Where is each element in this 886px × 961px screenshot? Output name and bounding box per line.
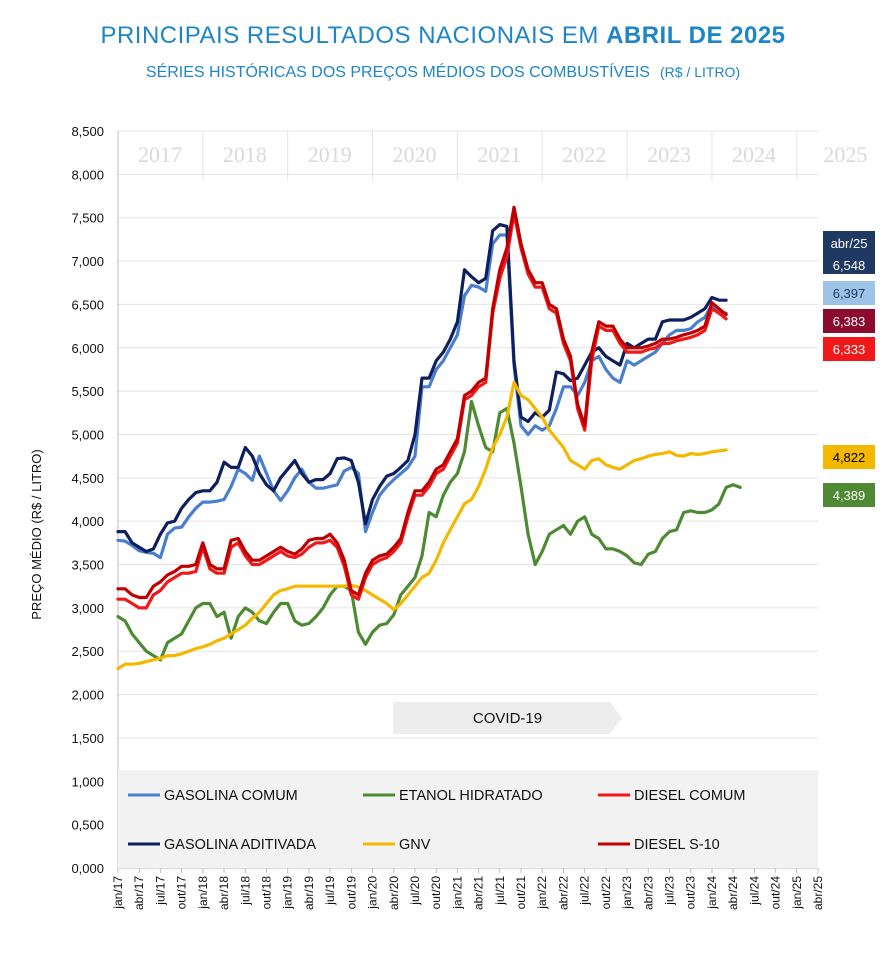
year-label: 2020 (393, 142, 437, 167)
legend-box (118, 770, 818, 868)
end-value-badge (823, 337, 875, 361)
series-line-gasolina-comum (116, 233, 728, 560)
x-tick-label: jan/17 (111, 876, 125, 910)
x-tick-label: jul/17 (153, 876, 167, 906)
x-tick-label: abr/21 (472, 876, 486, 910)
y-tick-label: 1,500 (71, 731, 104, 746)
y-tick-label: 3,500 (71, 558, 104, 573)
y-tick-label: 7,500 (71, 211, 104, 226)
year-label: 2025 (823, 142, 867, 167)
legend-label: ETANOL HIDRATADO (399, 788, 543, 804)
series-line-etanol-hidratado (116, 399, 742, 662)
y-tick-label: 5,500 (71, 384, 104, 399)
y-tick-label: 1,000 (71, 774, 104, 789)
x-tick-label: abr/19 (302, 876, 316, 910)
latest-value-badge (823, 231, 875, 274)
year-label: 2021 (477, 142, 521, 167)
x-tick-label: jul/19 (323, 876, 337, 906)
end-value-label: 4,822 (833, 450, 866, 465)
y-tick-label: 3,000 (71, 601, 104, 616)
legend-label: DIESEL S-10 (634, 837, 720, 853)
legend-label: GASOLINA COMUM (164, 788, 298, 804)
series-line-gnv (116, 380, 728, 671)
covid-annotation-arrow (393, 702, 622, 734)
y-tick-label: 0,500 (71, 818, 104, 833)
series-line-diesel-s-10 (116, 205, 728, 600)
y-tick-label: 5,000 (71, 427, 104, 442)
x-tick-label: jul/23 (663, 876, 677, 906)
x-tick-label: abr/20 (387, 876, 401, 910)
page-subtitle: SÉRIES HISTÓRICAS DOS PREÇOS MÉDIOS DOS … (145, 64, 741, 81)
x-tick-label: abr/25 (811, 876, 825, 910)
y-tick-label: 8,500 (71, 124, 104, 139)
end-value-label: 6,397 (833, 286, 866, 301)
x-tick-label: jan/23 (620, 876, 634, 910)
legend-label: GASOLINA ADITIVADA (164, 837, 316, 853)
x-tick-label: jan/25 (790, 876, 804, 910)
year-label: 2024 (732, 142, 776, 167)
x-tick-label: out/21 (514, 876, 528, 910)
end-value-label: 6,548 (833, 258, 866, 273)
latest-date-label: abr/25 (831, 236, 868, 251)
y-tick-label: 6,500 (71, 297, 104, 312)
year-label: 2022 (562, 142, 606, 167)
x-tick-label: jan/22 (535, 876, 549, 910)
x-tick-label: abr/24 (726, 876, 740, 910)
y-tick-label: 6,000 (71, 341, 104, 356)
x-tick-label: out/18 (259, 876, 273, 910)
series-line-diesel-comum (116, 211, 728, 610)
x-tick-label: out/19 (344, 876, 358, 910)
year-label: 2017 (138, 142, 182, 167)
y-tick-label: 2,000 (71, 688, 104, 703)
year-label: 2018 (223, 142, 267, 167)
y-tick-label: 2,500 (71, 644, 104, 659)
y-tick-label: 4,000 (71, 514, 104, 529)
x-tick-label: out/24 (769, 876, 783, 910)
x-tick-label: jan/24 (705, 876, 719, 910)
legend-label: DIESEL COMUM (634, 788, 745, 804)
x-tick-label: jul/22 (578, 876, 592, 906)
x-tick-label: jan/21 (450, 876, 464, 910)
x-tick-label: jul/24 (747, 876, 761, 906)
end-value-label: 6,333 (833, 342, 866, 357)
y-tick-label: 0,000 (71, 861, 104, 876)
y-axis-label: PREÇO MÉDIO (R$ / LITRO) (29, 449, 44, 619)
x-tick-label: out/17 (175, 876, 189, 910)
end-value-badge (823, 483, 875, 507)
x-tick-label: jan/18 (196, 876, 210, 910)
end-value-badge (823, 309, 875, 333)
x-tick-label: abr/23 (641, 876, 655, 910)
y-tick-label: 4,500 (71, 471, 104, 486)
legend-label: GNV (399, 837, 431, 853)
page-title: PRINCIPAIS RESULTADOS NACIONAIS EM ABRIL… (100, 22, 786, 49)
x-tick-label: jul/18 (238, 876, 252, 906)
year-label: 2023 (647, 142, 691, 167)
end-value-badge (823, 281, 875, 305)
x-tick-label: out/20 (429, 876, 443, 910)
year-label: 2019 (308, 142, 352, 167)
end-value-badge (823, 445, 875, 469)
covid-annotation-label: COVID-19 (473, 710, 542, 727)
x-tick-label: abr/17 (132, 876, 146, 910)
x-tick-label: abr/22 (556, 876, 570, 910)
x-tick-label: out/22 (599, 876, 613, 910)
end-value-label: 4,389 (833, 488, 866, 503)
y-tick-label: 8,000 (71, 167, 104, 182)
x-tick-label: out/23 (684, 876, 698, 910)
y-tick-label: 7,000 (71, 254, 104, 269)
end-value-label: 6,383 (833, 314, 866, 329)
x-tick-label: jul/20 (408, 876, 422, 906)
x-tick-label: jan/20 (366, 876, 380, 910)
x-tick-label: jul/21 (493, 876, 507, 906)
x-tick-label: jan/19 (281, 876, 295, 910)
x-tick-label: abr/18 (217, 876, 231, 910)
